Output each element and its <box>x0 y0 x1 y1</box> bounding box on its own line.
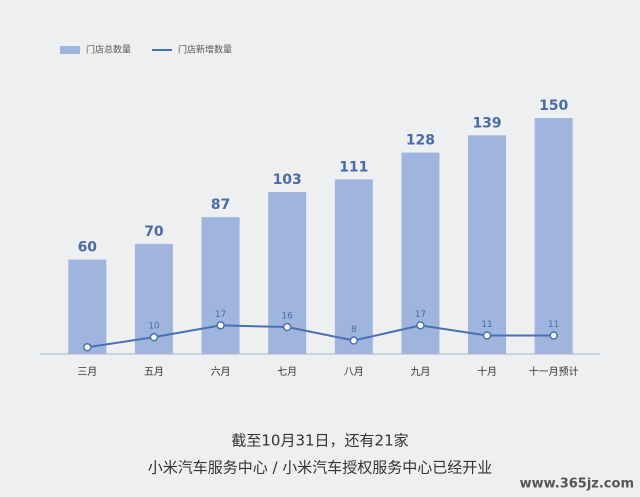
data-label: 111 <box>339 159 368 175</box>
x-tick-label: 七月 <box>277 366 297 378</box>
point <box>349 336 359 345</box>
bar <box>534 118 573 354</box>
data-label: 11 <box>548 320 559 330</box>
point <box>482 331 492 340</box>
data-label: 150 <box>539 98 568 114</box>
data-label: 139 <box>472 115 501 131</box>
x-tick-label: 五月 <box>144 366 164 378</box>
caption-line: 截至10月31日，还有21家 <box>231 432 408 450</box>
point <box>282 322 292 332</box>
x-tick-label: 六月 <box>211 366 231 378</box>
bar <box>334 179 373 354</box>
bar <box>68 259 107 354</box>
data-label: 70 <box>144 224 164 240</box>
bar <box>468 135 507 354</box>
data-label: 11 <box>481 320 492 330</box>
data-label: 8 <box>351 325 357 335</box>
data-label: 128 <box>406 133 435 149</box>
point <box>416 321 425 330</box>
legend-label: 门店新增数量 <box>178 44 232 56</box>
data-label: 10 <box>148 322 160 332</box>
point <box>216 321 225 330</box>
data-label: 103 <box>273 172 302 188</box>
watermark: www.365jz.com <box>520 477 634 492</box>
line <box>87 324 554 349</box>
bar <box>201 217 240 354</box>
caption-line: 小米汽车服务中心 / 小米汽车授权服务中心已经开业 <box>148 459 493 477</box>
x-tick-label: 八月 <box>344 366 364 378</box>
legend-swatch <box>60 46 80 54</box>
data-label: 16 <box>281 312 293 322</box>
data-label: 17 <box>415 310 426 320</box>
x-tick-label: 十月 <box>477 365 497 378</box>
data-label: 87 <box>211 197 230 213</box>
bar <box>401 152 440 354</box>
point <box>549 331 558 340</box>
x-tick-label: 三月 <box>77 366 97 378</box>
data-label: 17 <box>215 310 226 320</box>
point <box>83 343 92 352</box>
x-tick-label: 九月 <box>410 366 430 378</box>
x-tick-label: 十一月预计 <box>529 365 579 378</box>
data-label: 60 <box>78 240 98 256</box>
point <box>149 332 159 342</box>
legend-label: 门店总数量 <box>86 44 131 56</box>
